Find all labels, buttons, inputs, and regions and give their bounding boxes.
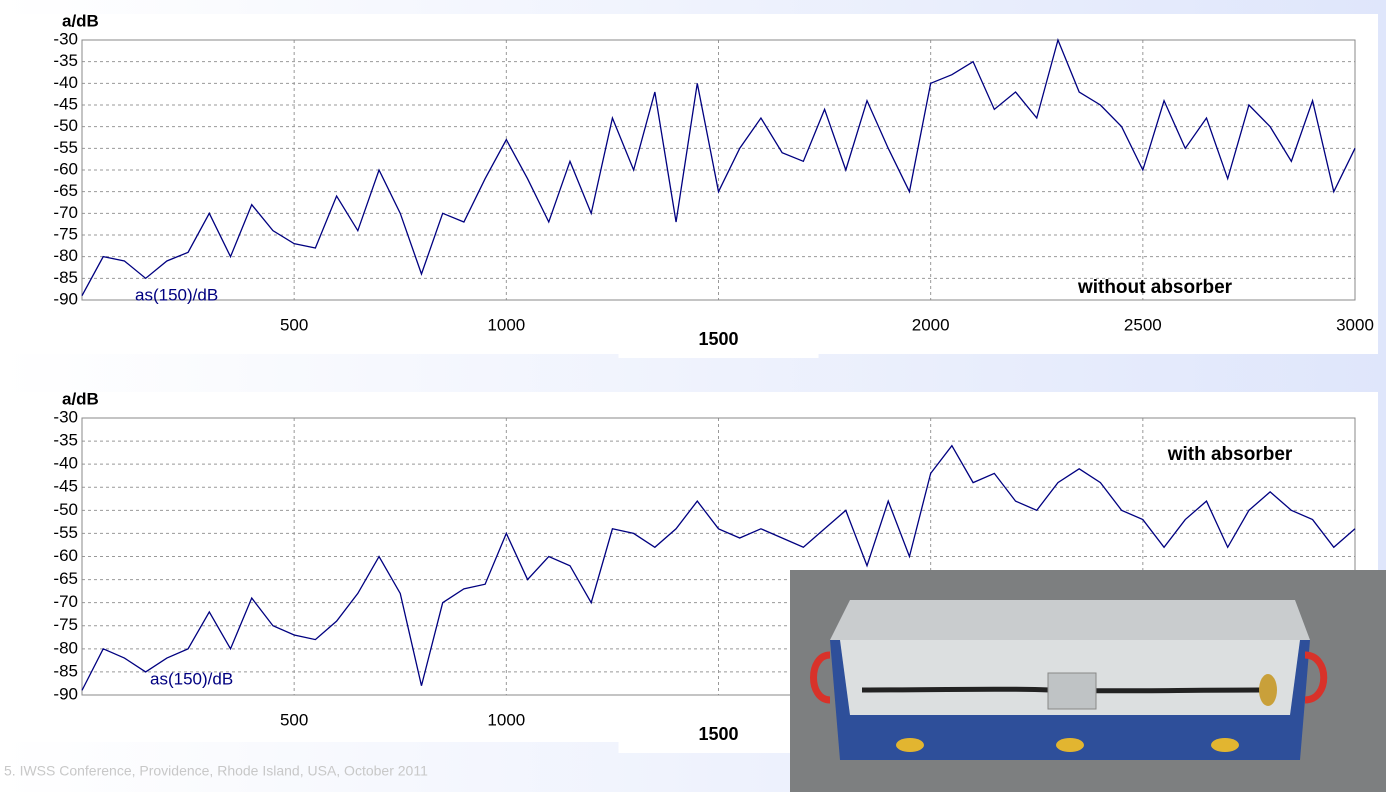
x-tick-label: 2000: [912, 315, 950, 334]
y-tick-label: -60: [53, 159, 78, 178]
photo: [790, 570, 1386, 792]
y-tick-label: -75: [53, 224, 78, 243]
tick-label-box: [618, 318, 819, 358]
x-tick-label: 3000: [1336, 315, 1374, 334]
legend-label: as(150)/dB: [135, 285, 218, 304]
y-tick-label: -60: [53, 546, 78, 565]
y-tick-label: -40: [53, 454, 78, 473]
x-tick-label: 500: [280, 315, 308, 334]
plot-frame: [81, 39, 1356, 301]
connector: [1259, 674, 1277, 706]
x-tick-label: 500: [280, 710, 308, 729]
x-tick-label: 1500: [698, 724, 738, 744]
plot-frame: [81, 417, 1356, 696]
y-tick-label: -40: [53, 73, 78, 92]
y-tick-label: -35: [53, 431, 78, 450]
y-tick-label: -65: [53, 569, 78, 588]
y-axis-label: a/dB: [62, 11, 99, 30]
y-tick-label: -85: [53, 661, 78, 680]
y-tick-label: -90: [53, 684, 78, 703]
x-tick-label: 2500: [1124, 315, 1162, 334]
x-tick-label: 1000: [487, 710, 525, 729]
y-tick-label: -30: [53, 407, 78, 426]
y-tick-label: -85: [53, 268, 78, 287]
y-tick-label: -65: [53, 181, 78, 200]
charts: -30 -35 -40 -45 -50 -55 -60 -65 -70 -75 -80 -85 -90 5…: [53, 11, 1374, 753]
y-axis-label: a/dB: [62, 389, 99, 408]
y-tick-label: -75: [53, 615, 78, 634]
screw-cover: [1056, 738, 1084, 752]
handle: [1304, 651, 1328, 704]
y-tick-label: -90: [53, 289, 78, 308]
y-tick-label: -80: [53, 638, 78, 657]
handle: [810, 651, 831, 704]
footer: 5. IWSS Conference, Providence, Rhode Is…: [4, 763, 428, 779]
chart-panel: [8, 14, 1378, 354]
x-tick-label: 1500: [698, 329, 738, 349]
screw-cover: [896, 738, 924, 752]
box-back: [830, 600, 1310, 640]
y-tick-label: -55: [53, 138, 78, 157]
annotation: without absorber: [1077, 277, 1233, 298]
y-tick-label: -55: [53, 523, 78, 542]
x-tick-label: 1000: [487, 315, 525, 334]
y-tick-label: -45: [53, 477, 78, 496]
legend-label: as(150)/dB: [150, 669, 233, 688]
y-tick-label: -35: [53, 51, 78, 70]
y-tick-label: -50: [53, 500, 78, 519]
annotation: with absorber: [1167, 444, 1293, 465]
y-tick-label: -30: [53, 29, 78, 48]
sensor: [1047, 672, 1097, 710]
y-tick-label: -45: [53, 94, 78, 113]
screw-cover: [1211, 738, 1239, 752]
y-tick-label: -70: [53, 203, 78, 222]
data-line: [81, 37, 1356, 296]
tick-label-box: [618, 713, 819, 753]
data-line: [81, 444, 1356, 691]
y-tick-label: -50: [53, 116, 78, 135]
y-tick-label: -70: [53, 592, 78, 611]
y-tick-label: -80: [53, 246, 78, 265]
